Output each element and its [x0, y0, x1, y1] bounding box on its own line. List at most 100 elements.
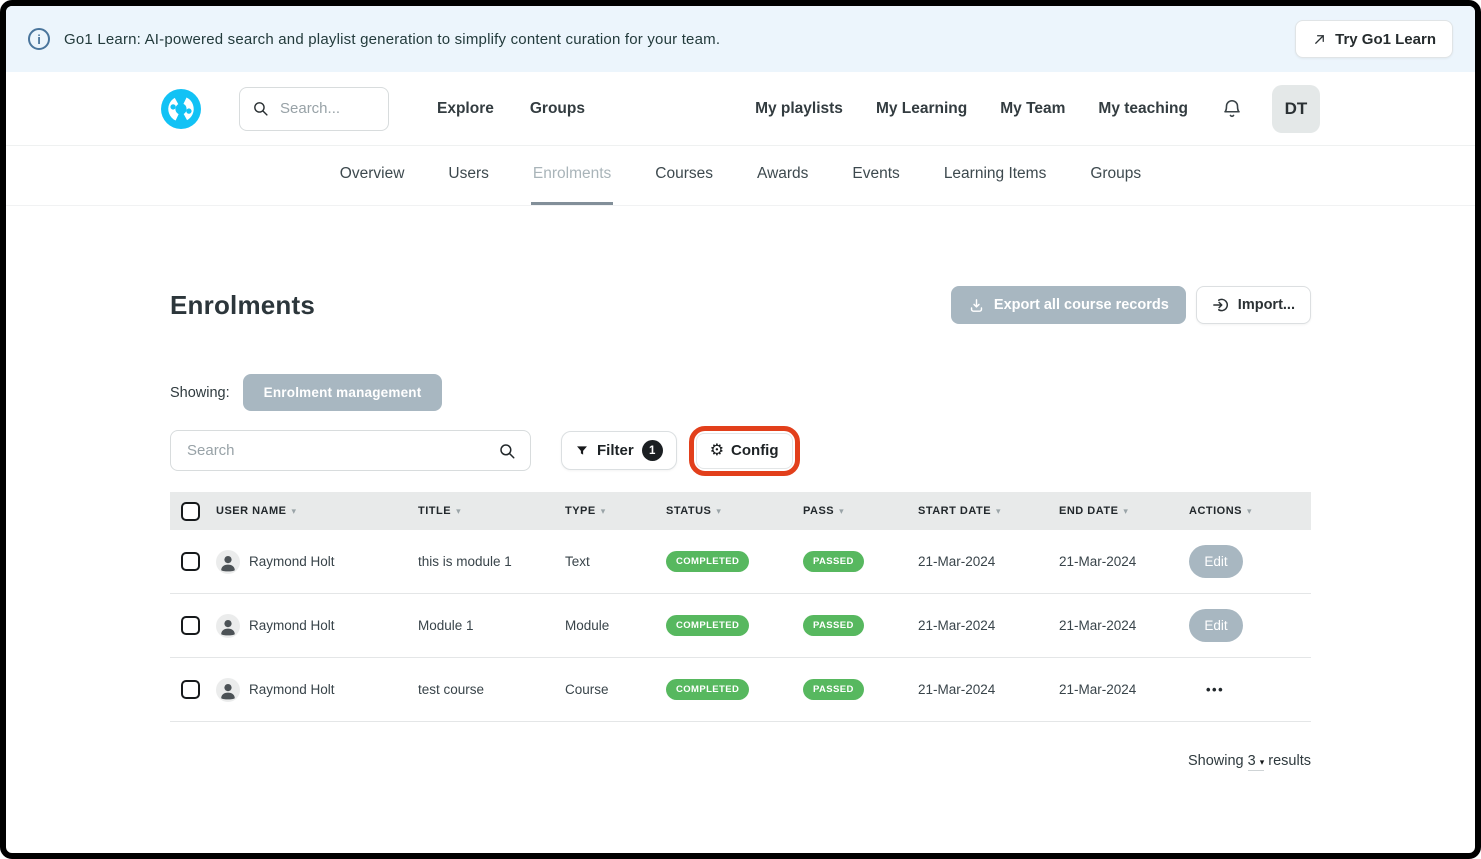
pass-badge: PASSED	[803, 551, 864, 572]
cell-user-name: Raymond Holt	[249, 682, 335, 697]
column-header-pass[interactable]: PASS ▾	[803, 505, 918, 517]
info-icon: i	[28, 28, 50, 50]
sort-caret-icon: ▾	[1123, 505, 1129, 516]
config-button[interactable]: ⚙ Config	[695, 432, 793, 469]
cell-title: Module 1	[418, 618, 474, 633]
caret-down-icon: ▾	[1259, 757, 1265, 767]
gear-icon: ⚙	[709, 441, 725, 459]
filter-button[interactable]: Filter 1	[561, 431, 677, 470]
import-button[interactable]: Import...	[1195, 286, 1311, 324]
global-search[interactable]	[239, 86, 389, 131]
import-icon	[1212, 298, 1228, 312]
nav-item-groups[interactable]: Groups	[529, 99, 585, 117]
column-header-end-date[interactable]: END DATE ▾	[1059, 505, 1189, 517]
promo-banner-text: Go1 Learn: AI-powered search and playlis…	[64, 30, 721, 48]
sort-caret-icon: ▾	[839, 505, 845, 516]
cell-title: this is module 1	[418, 554, 512, 569]
person-avatar-icon	[216, 549, 240, 574]
select-all-checkbox[interactable]	[181, 501, 200, 521]
cell-type: Module	[565, 618, 610, 633]
search-icon	[254, 102, 268, 116]
global-search-input[interactable]	[278, 99, 368, 118]
filter-count-badge: 1	[641, 440, 663, 461]
cell-end-date: 21-Mar-2024	[1059, 618, 1137, 633]
status-badge: COMPLETED	[666, 679, 750, 700]
page-title: Enrolments	[170, 289, 316, 320]
filter-funnel-icon	[577, 445, 587, 455]
filter-label: Filter	[597, 442, 634, 459]
tab-events[interactable]: Events	[852, 165, 900, 182]
pass-badge: PASSED	[803, 679, 864, 700]
nav-item-my-team[interactable]: My Team	[1000, 99, 1066, 117]
nav-item-my-learning[interactable]: My Learning	[875, 99, 968, 117]
search-icon	[500, 443, 515, 458]
results-count: 3	[1247, 753, 1256, 769]
cell-actions: Edit	[1189, 609, 1311, 642]
primary-nav-right: My playlists My Learning My Team My teachin…	[755, 100, 1188, 118]
cell-type: Course	[565, 682, 609, 697]
table-search-input[interactable]	[185, 441, 498, 460]
tab-learning-items[interactable]: Learning Items	[943, 165, 1047, 182]
row-actions-menu-icon[interactable]: •••	[1206, 682, 1225, 697]
export-all-course-records-button[interactable]: Export all course records	[950, 286, 1186, 324]
tab-users[interactable]: Users	[448, 165, 489, 182]
column-header-title[interactable]: TITLE ▾	[418, 505, 565, 517]
column-label: START DATE	[918, 505, 992, 517]
bell-icon	[1224, 99, 1240, 117]
row-checkbox[interactable]	[181, 616, 200, 635]
column-label: TYPE	[565, 505, 596, 517]
tab-awards[interactable]: Awards	[757, 165, 809, 182]
column-label: STATUS	[666, 505, 712, 517]
nav-item-explore[interactable]: Explore	[437, 99, 494, 117]
results-suffix: results	[1268, 753, 1311, 769]
column-header-start-date[interactable]: START DATE ▾	[918, 505, 1059, 517]
row-checkbox[interactable]	[181, 552, 200, 571]
section-tabs: Overview Users Enrolments Courses Awards Even…	[6, 146, 1475, 206]
column-label: TITLE	[418, 505, 452, 517]
cell-user-name: Raymond Holt	[249, 618, 335, 633]
sort-caret-icon: ▾	[456, 505, 462, 516]
sort-caret-icon: ▾	[291, 505, 297, 516]
table-header-row: USER NAME ▾ TITLE ▾ TYPE ▾ STATUS ▾ PASS ▾ START D…	[170, 492, 1311, 530]
column-header-user-name[interactable]: USER NAME ▾	[216, 505, 418, 517]
edit-button[interactable]: Edit	[1189, 609, 1243, 642]
table-row: Raymond Holt this is module 1 Text COMPL…	[170, 530, 1311, 594]
status-badge: COMPLETED	[666, 615, 750, 636]
tab-overview[interactable]: Overview	[339, 165, 405, 182]
column-header-status[interactable]: STATUS ▾	[666, 505, 803, 517]
try-go1-learn-button[interactable]: Try Go1 Learn	[1295, 20, 1453, 58]
row-checkbox[interactable]	[181, 680, 200, 699]
tab-groups[interactable]: Groups	[1090, 165, 1142, 182]
table-search[interactable]	[170, 430, 531, 471]
download-icon	[970, 298, 983, 312]
notifications-bell[interactable]	[1221, 98, 1243, 120]
edit-button[interactable]: Edit	[1189, 545, 1243, 578]
import-label: Import...	[1237, 297, 1295, 313]
enrolments-table: USER NAME ▾ TITLE ▾ TYPE ▾ STATUS ▾ PASS ▾ START D…	[170, 492, 1311, 722]
cell-start-date: 21-Mar-2024	[918, 618, 996, 633]
tab-courses[interactable]: Courses	[655, 165, 714, 182]
nav-item-my-teaching[interactable]: My teaching	[1098, 99, 1188, 117]
tab-enrolments[interactable]: Enrolments	[530, 146, 614, 205]
results-count-dropdown[interactable]: 3 ▾	[1247, 753, 1265, 771]
column-label: USER NAME	[216, 505, 287, 517]
sort-caret-icon: ▾	[716, 505, 722, 516]
cell-start-date: 21-Mar-2024	[918, 682, 996, 697]
cell-start-date: 21-Mar-2024	[918, 554, 996, 569]
column-header-actions[interactable]: ACTIONS ▾	[1189, 505, 1311, 517]
nav-item-my-playlists[interactable]: My playlists	[755, 99, 843, 117]
main-content: Enrolments Export all course records Imp…	[6, 286, 1475, 771]
config-label: Config	[731, 442, 779, 459]
cell-actions: •••	[1189, 682, 1311, 697]
export-label: Export all course records	[993, 297, 1169, 313]
column-header-type[interactable]: TYPE ▾	[565, 505, 666, 517]
column-label: ACTIONS	[1189, 505, 1242, 517]
go1-logo[interactable]	[161, 88, 201, 129]
results-prefix: Showing	[1187, 753, 1244, 769]
sort-caret-icon: ▾	[996, 505, 1002, 516]
cell-end-date: 21-Mar-2024	[1059, 682, 1137, 697]
user-avatar[interactable]: DT	[1272, 84, 1320, 133]
view-chip-enrolment-management[interactable]: Enrolment management	[242, 374, 443, 411]
promo-banner: i Go1 Learn: AI-powered search and playl…	[6, 6, 1475, 72]
